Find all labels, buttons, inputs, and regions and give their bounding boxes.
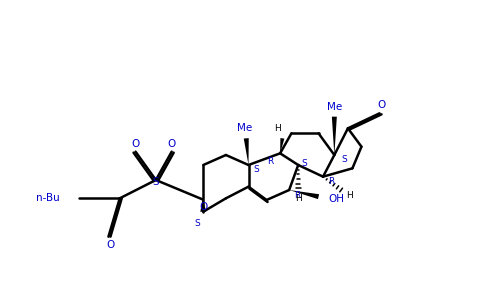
Polygon shape — [244, 138, 248, 165]
Text: O: O — [377, 100, 386, 110]
Text: S: S — [153, 177, 159, 187]
Text: S: S — [194, 219, 200, 228]
Text: H: H — [346, 191, 352, 199]
Text: O: O — [199, 202, 208, 212]
Text: O: O — [167, 139, 176, 149]
Text: OH: OH — [329, 194, 344, 204]
Text: R: R — [267, 157, 273, 166]
Text: n-Bu: n-Bu — [36, 193, 59, 203]
Text: S: S — [301, 158, 307, 168]
Text: O: O — [106, 240, 115, 250]
Text: H: H — [274, 124, 281, 133]
Text: O: O — [131, 139, 140, 149]
Text: Me: Me — [327, 102, 342, 112]
Text: S: S — [253, 165, 259, 173]
Polygon shape — [332, 117, 337, 155]
Polygon shape — [289, 190, 319, 199]
Polygon shape — [200, 199, 206, 212]
Text: Me: Me — [237, 123, 252, 133]
Text: R: R — [328, 177, 334, 186]
Text: S: S — [341, 155, 347, 165]
Polygon shape — [280, 138, 284, 153]
Text: H: H — [295, 194, 302, 203]
Text: R: R — [294, 191, 300, 199]
